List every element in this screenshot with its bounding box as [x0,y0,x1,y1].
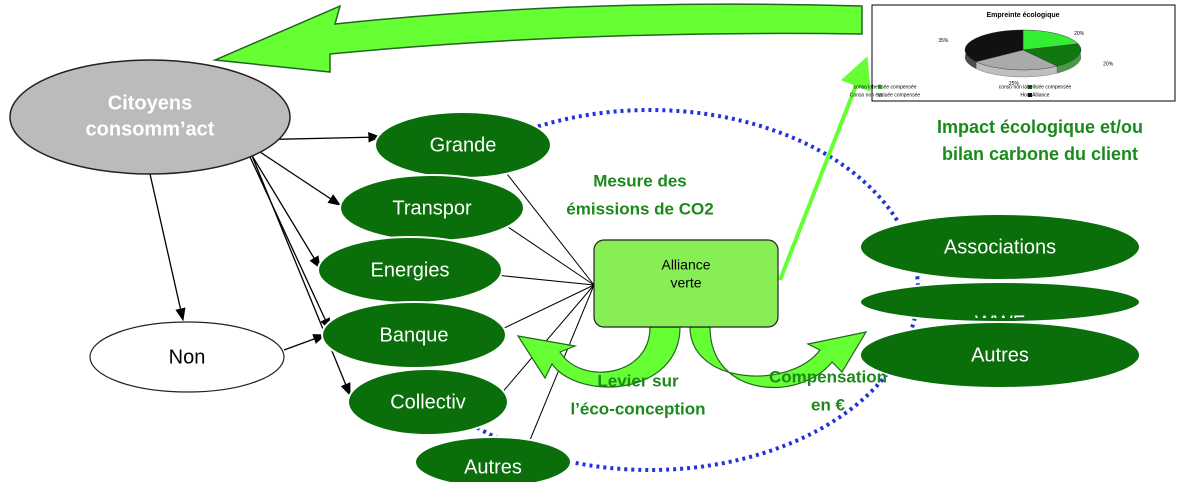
partner-node [859,213,1141,281]
node-label: verte [670,275,701,291]
node-label: WWF [975,312,1025,334]
annotation: bilan carbone du client [942,144,1138,164]
sector-node [414,436,572,482]
connectors [149,132,595,441]
legend-swatch [1028,85,1032,89]
partner-node [859,321,1141,389]
annotation: Impact écologique et/ou [937,117,1143,137]
curved-arrows [516,326,868,389]
node-label: Transpor [392,197,472,219]
node-label: consomm’act [86,118,215,140]
annotation: Compensation [769,367,887,386]
data-label: 20% [1074,31,1085,37]
legend-entry: conso labellisée compensée [854,84,917,90]
pie-slice [1022,43,1082,67]
alliance-node [593,239,779,328]
annotation: émissions de CO2 [566,199,713,218]
legend-entry: Hors Alliance [1020,92,1049,98]
node-label: Associations [944,236,1056,258]
sector-node [321,301,507,369]
annotation: Levier sur [597,371,679,390]
node-label: Non [169,346,206,368]
node-label: Autres [464,456,522,478]
node-label: Energies [371,259,450,281]
data-label: 25% [1009,81,1020,87]
pie-slice [964,29,1024,62]
sector-node [347,368,509,436]
pie-slice [1022,29,1079,51]
legend-swatch [878,93,882,97]
node-label: Grande [430,134,497,156]
node-label: Alliance [661,257,710,273]
annotation: l’éco-conception [570,399,705,418]
node-label: Collectiv [390,391,466,413]
legend-swatch [878,85,882,89]
legend-entry: Conso non évaluée compensée [850,92,921,98]
data-label: 20% [1103,62,1114,68]
inset-chart: Empreinte écologique 20% 20% 25% 35% conso l… [850,4,1176,102]
citoyens-node [9,59,291,175]
impact-arrow [778,56,871,281]
chart-title: Empreinte écologique [986,12,1059,19]
non-node [89,321,285,393]
legend-swatch [1028,93,1032,97]
node-label: Banque [380,324,449,346]
pie-slice [975,49,1058,71]
annotation: Mesure des [593,171,687,190]
node-label: Autres [971,344,1029,366]
big-arrow [212,3,863,73]
data-label: 35% [938,38,949,44]
node-label: Citoyens [108,92,192,114]
legend-entry: conso non labellisée compensée [999,84,1072,90]
annotation: en € [811,395,846,414]
